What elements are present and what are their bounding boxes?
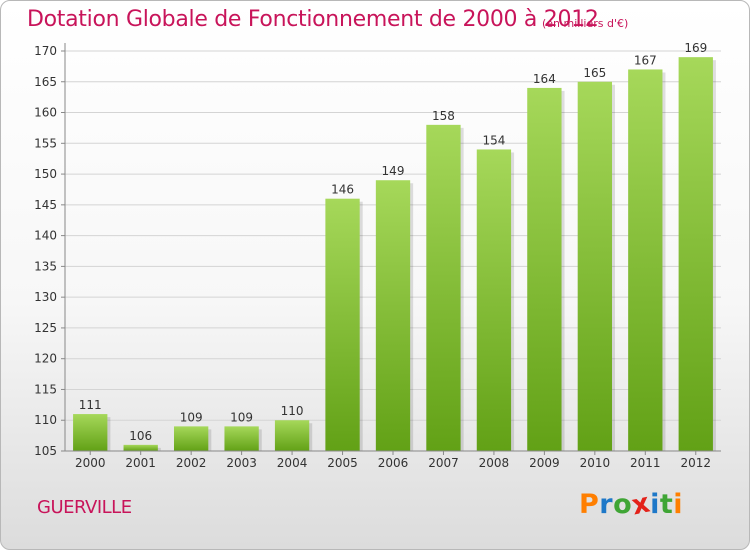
bar-value-label: 165: [583, 66, 606, 80]
y-tick-label: 165: [34, 75, 57, 89]
bar-value-label: 109: [180, 410, 203, 424]
x-tick-label: 2003: [226, 456, 257, 470]
bar-value-label: 158: [432, 109, 455, 123]
bar-value-label: 109: [230, 410, 253, 424]
x-tick-label: 2006: [378, 456, 409, 470]
x-tick-label: 2011: [630, 456, 661, 470]
bar-2007: [426, 124, 461, 451]
bar-2001: [123, 444, 158, 451]
logo-letter: o: [613, 489, 633, 520]
bar-value-label: 169: [684, 41, 707, 55]
logo-letter: i: [673, 489, 684, 520]
x-tick-label: 2007: [428, 456, 459, 470]
bar-value-label: 167: [634, 53, 657, 67]
x-tick-label: 2010: [580, 456, 611, 470]
x-tick-label: 2001: [125, 456, 156, 470]
x-tick-label: 2012: [680, 456, 711, 470]
bar-value-label: 110: [281, 404, 304, 418]
y-tick-label: 170: [34, 44, 57, 58]
y-tick-label: 125: [34, 321, 57, 335]
y-tick-label: 130: [34, 290, 57, 304]
y-tick-label: 160: [34, 106, 57, 120]
bar-2006: [375, 180, 411, 451]
y-tick-label: 105: [34, 444, 57, 458]
chart-unit: (en milliers d'€): [542, 17, 629, 30]
bar-value-label: 149: [382, 164, 405, 178]
y-tick-label: 155: [34, 136, 57, 150]
bar-2004: [274, 420, 310, 451]
bar-value-label: 146: [331, 183, 354, 197]
bar-2002: [173, 426, 209, 451]
y-tick-label: 150: [34, 167, 57, 181]
x-tick-label: 2005: [327, 456, 358, 470]
bar-2005: [325, 198, 360, 451]
proxiti-logo: Proxiti: [579, 487, 684, 521]
bar-2010: [577, 81, 613, 452]
axis-layer: 1051101151201251301351401451501551601651…: [34, 43, 721, 470]
logo-letter: r: [599, 489, 614, 520]
x-tick-label: 2009: [529, 456, 560, 470]
town-name: GUERVILLE: [37, 497, 132, 518]
bar-2011: [628, 69, 663, 451]
chart-title: Dotation Globale de Fonctionnement de 20…: [27, 7, 599, 32]
y-tick-label: 140: [34, 229, 57, 243]
labels-layer: 111 106 109 109 110 146 149 158 154 164 165 167 169: [79, 41, 707, 443]
bar-2008: [476, 149, 512, 451]
bar-2003: [224, 426, 259, 451]
x-tick-label: 2008: [479, 456, 510, 470]
logo-letter: P: [579, 489, 600, 520]
x-tick-label: 2004: [277, 456, 308, 470]
y-tick-label: 145: [34, 198, 57, 212]
y-tick-label: 120: [34, 352, 57, 366]
x-tick-label: 2000: [75, 456, 106, 470]
x-tick-label: 2002: [176, 456, 207, 470]
y-tick-label: 135: [34, 259, 57, 273]
bar-2000: [73, 414, 108, 451]
y-tick-label: 110: [34, 413, 57, 427]
bars-layer: [73, 57, 716, 452]
bar-2009: [527, 87, 562, 451]
bar-2012: [678, 57, 713, 452]
bar-value-label: 164: [533, 72, 556, 86]
y-tick-label: 115: [34, 382, 57, 396]
logo-letter: i: [650, 489, 660, 520]
logo-letter: t: [659, 489, 674, 520]
bar-value-label: 111: [79, 398, 102, 412]
bar-value-label: 106: [129, 429, 152, 443]
bar-value-label: 154: [482, 133, 505, 147]
